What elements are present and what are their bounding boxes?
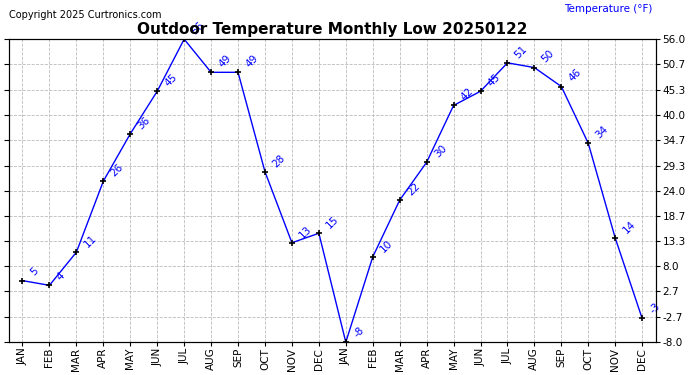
Text: -3: -3 xyxy=(648,301,662,316)
Text: 45: 45 xyxy=(486,72,502,88)
Text: 46: 46 xyxy=(567,67,583,84)
Text: 28: 28 xyxy=(270,153,287,169)
Text: 13: 13 xyxy=(297,224,314,240)
Text: 51: 51 xyxy=(513,44,529,60)
Text: Temperature (°F): Temperature (°F) xyxy=(564,4,653,14)
Text: 36: 36 xyxy=(136,115,152,131)
Text: 30: 30 xyxy=(432,143,448,159)
Text: 34: 34 xyxy=(594,124,610,141)
Text: 45: 45 xyxy=(163,72,179,88)
Text: 50: 50 xyxy=(540,48,556,65)
Text: 56: 56 xyxy=(190,20,206,36)
Text: 42: 42 xyxy=(459,86,475,103)
Text: 14: 14 xyxy=(621,219,638,235)
Text: 11: 11 xyxy=(82,233,99,249)
Text: 5: 5 xyxy=(28,266,40,278)
Text: Copyright 2025 Curtronics.com: Copyright 2025 Curtronics.com xyxy=(9,10,161,20)
Text: -8: -8 xyxy=(351,325,366,339)
Text: 4: 4 xyxy=(55,271,67,283)
Text: 15: 15 xyxy=(324,214,341,231)
Title: Outdoor Temperature Monthly Low 20250122: Outdoor Temperature Monthly Low 20250122 xyxy=(137,22,528,37)
Text: 26: 26 xyxy=(109,162,126,178)
Text: 49: 49 xyxy=(244,53,260,69)
Text: 49: 49 xyxy=(217,53,233,69)
Text: 22: 22 xyxy=(405,181,422,197)
Text: 10: 10 xyxy=(378,238,395,254)
